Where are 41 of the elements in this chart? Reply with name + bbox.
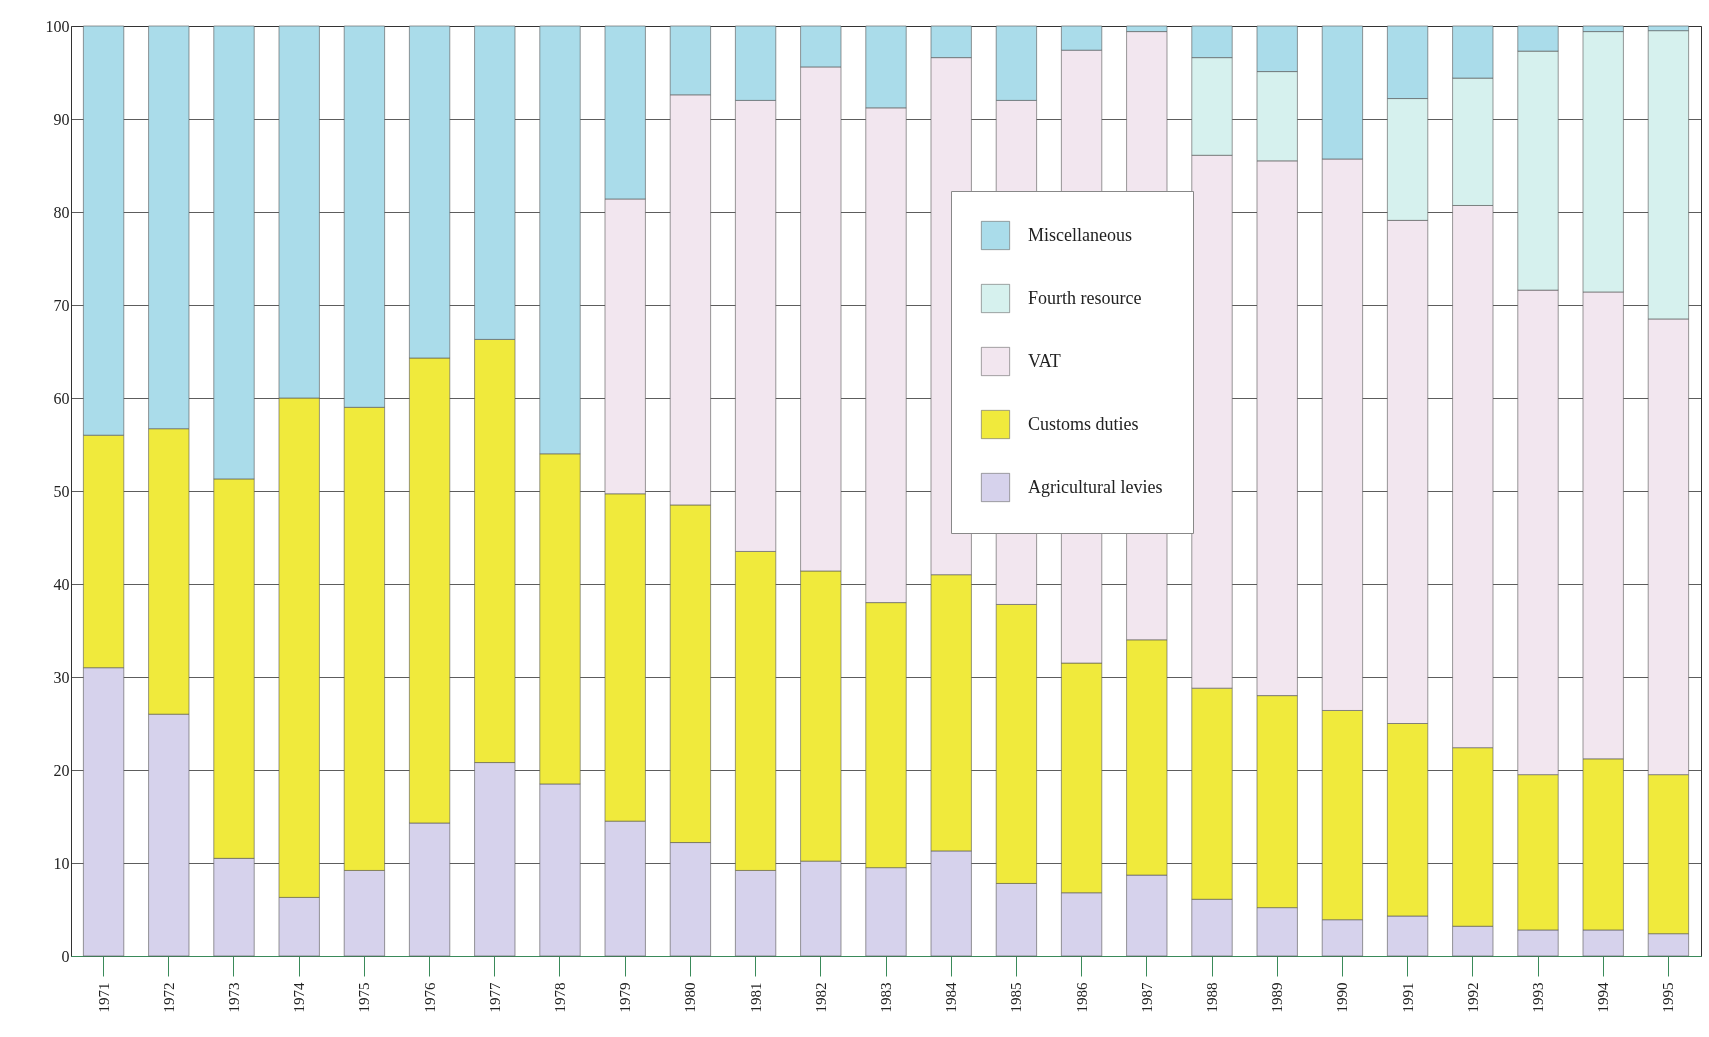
x-tick-label: 1981 (747, 982, 764, 1013)
y-tick-label: 90 (53, 110, 70, 128)
x-tick-label: 1975 (356, 982, 373, 1013)
y-tick-label: 50 (53, 482, 70, 500)
y-tick-label: 60 (53, 389, 70, 407)
x-tick-label: 1984 (943, 982, 960, 1013)
y-tick-label: 80 (53, 203, 70, 221)
y-tick-label: 10 (53, 854, 70, 872)
y-tick-label: 30 (53, 668, 70, 686)
x-tick-label: 1983 (878, 982, 894, 1013)
y-tick-label: 0 (61, 947, 70, 965)
x-tick-label: 1993 (1530, 982, 1546, 1013)
x-tick-label: 1992 (1464, 982, 1481, 1013)
x-tick-label: 1971 (95, 982, 112, 1013)
x-tick-label: 1980 (682, 982, 699, 1013)
x-tick-label: 1990 (1334, 982, 1351, 1013)
y-tick-label: 100 (45, 17, 70, 35)
legend-label: Agricultural levies (1028, 476, 1163, 497)
x-tick-label: 1985 (1008, 982, 1025, 1013)
x-tick-label: 1974 (291, 982, 308, 1013)
x-tick-label: 1972 (160, 982, 177, 1013)
x-tick-label: 1994 (1595, 982, 1612, 1013)
legend-label: Miscellaneous (1028, 224, 1132, 245)
x-tick-label: 1988 (1204, 982, 1220, 1013)
x-tick-label: 1982 (812, 982, 829, 1013)
y-tick-label: 70 (53, 296, 70, 314)
legend-label: Fourth resource (1028, 287, 1142, 308)
y-tick-label: 20 (53, 761, 70, 779)
x-tick-label: 1991 (1399, 982, 1416, 1013)
x-tick-label: 1973 (226, 982, 242, 1013)
x-tick-label: 1979 (617, 982, 634, 1013)
x-tick-label: 1987 (1138, 982, 1155, 1013)
x-tick-label: 1978 (552, 982, 568, 1013)
x-tick-label: 1977 (486, 982, 503, 1013)
legend-label: VAT (1028, 350, 1061, 371)
x-tick-label: 1989 (1269, 982, 1286, 1013)
legend-label: Customs duties (1028, 413, 1139, 434)
y-tick-label: 40 (53, 575, 70, 593)
x-tick-label: 1986 (1073, 982, 1090, 1013)
x-tick-label: 1976 (421, 982, 438, 1013)
x-tick-label: 1995 (1660, 982, 1677, 1013)
